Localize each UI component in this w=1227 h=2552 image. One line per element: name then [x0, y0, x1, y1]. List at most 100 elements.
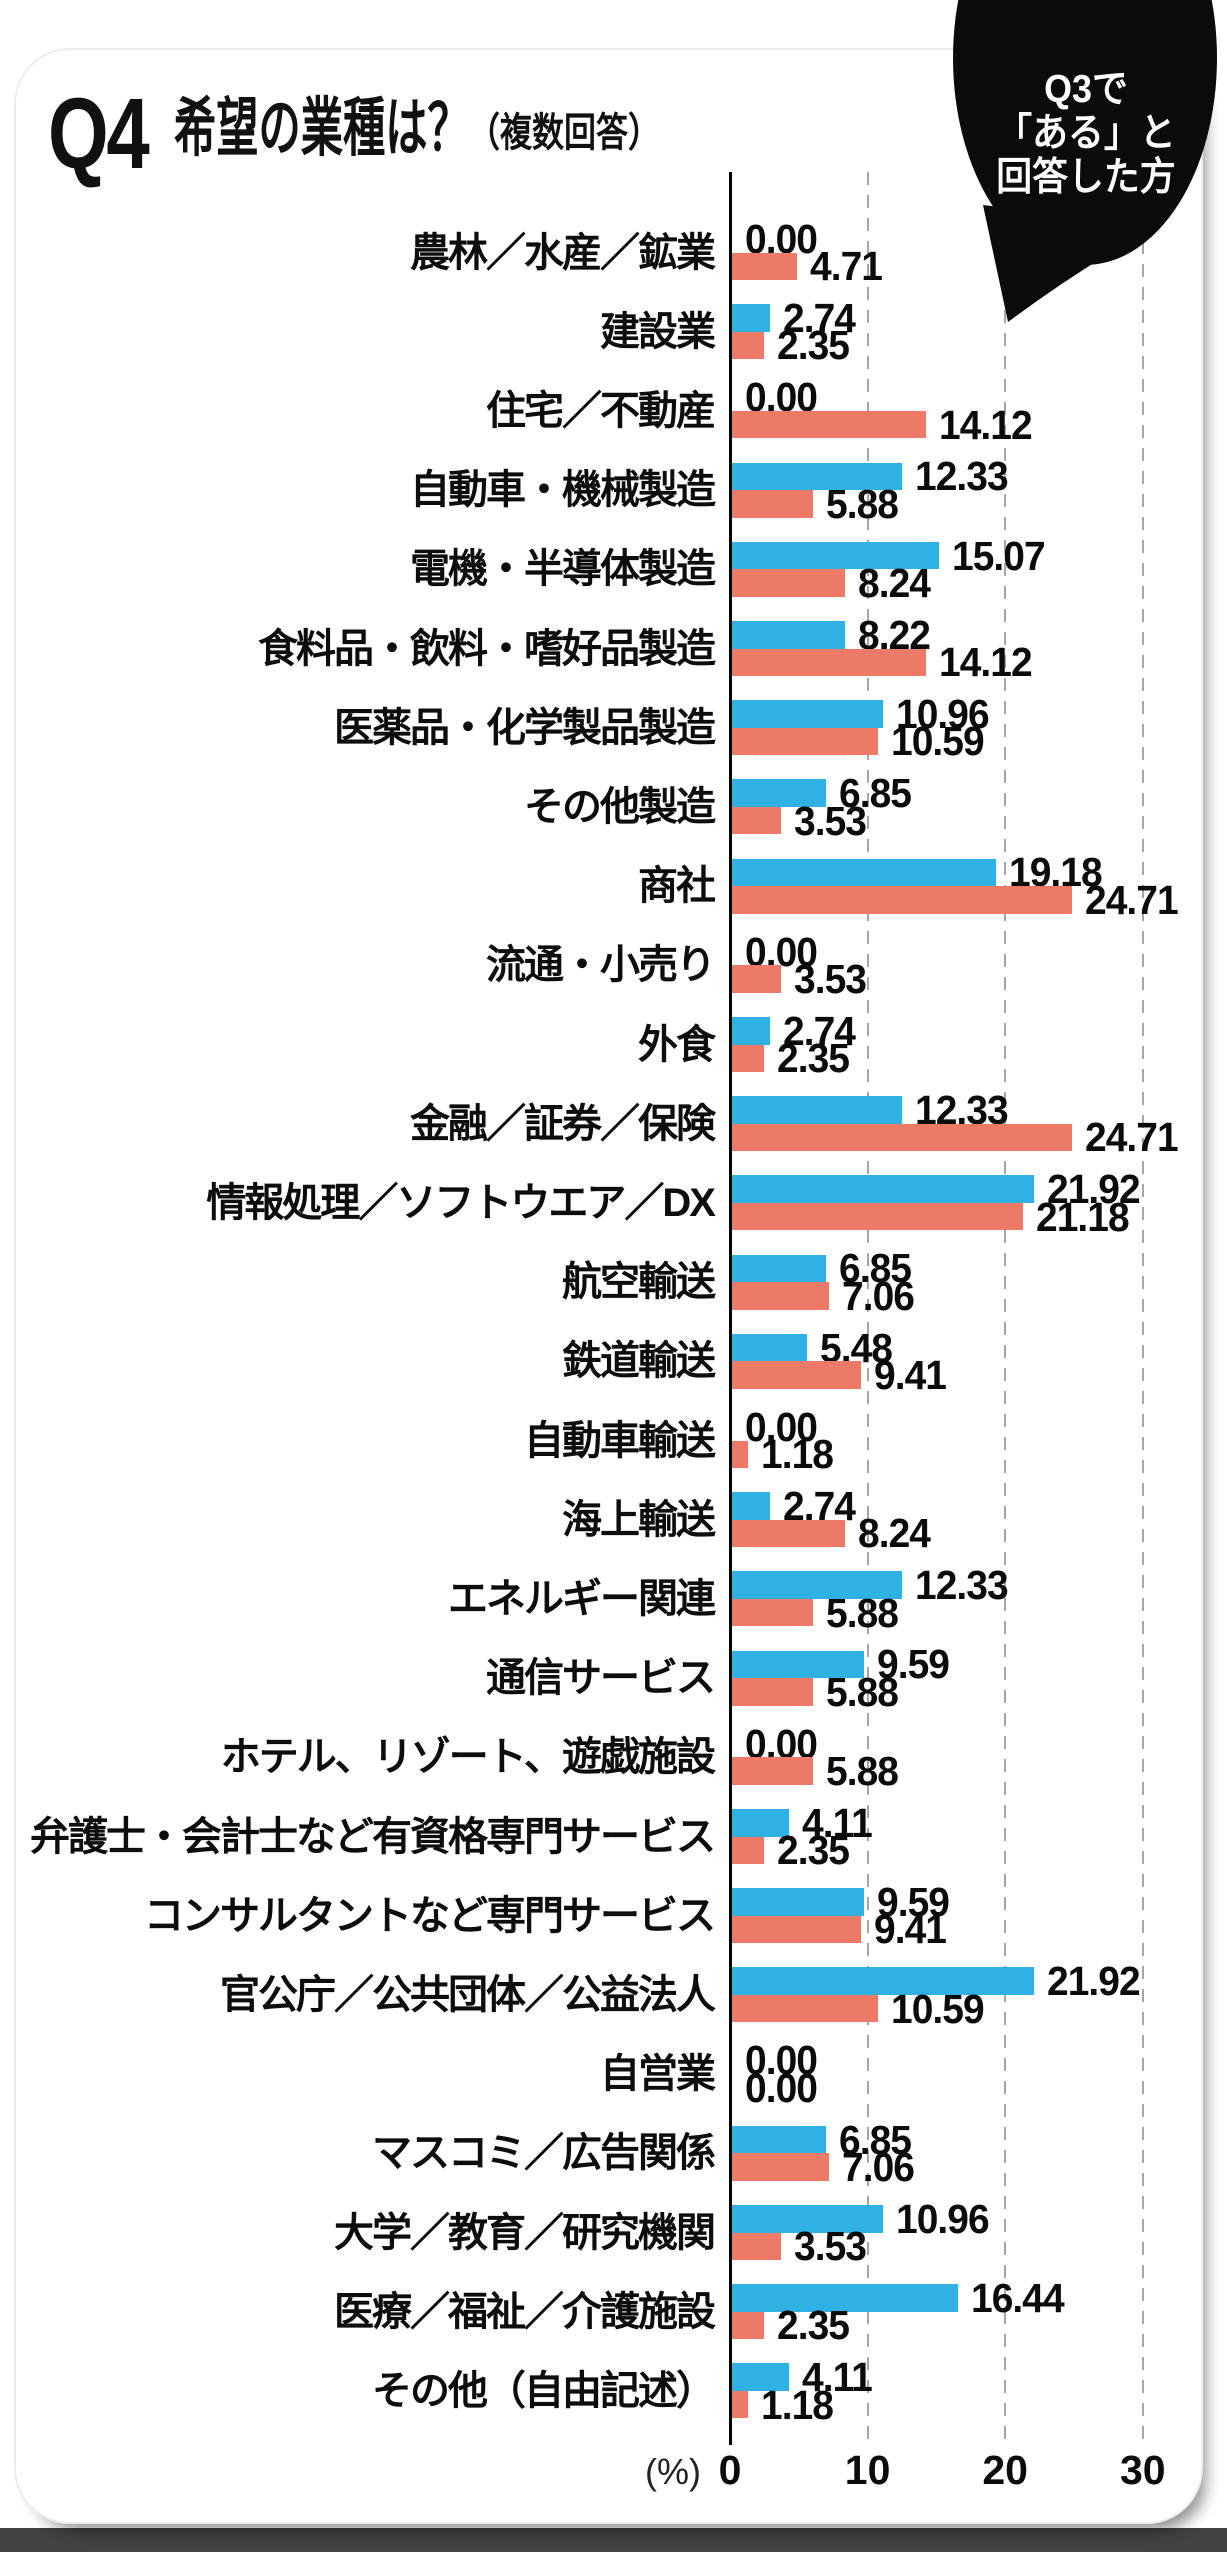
category-label: 情報処理／ソフトウエア／DX: [206, 1180, 716, 1225]
bar-blue: [732, 2205, 883, 2233]
category-label: 海上輸送: [562, 1497, 716, 1542]
bar-blue: [732, 2125, 827, 2154]
value-label: 7.06: [842, 1272, 915, 1319]
callout-text-line: Q3で: [1044, 68, 1128, 111]
bar-red: [732, 1440, 749, 1468]
bar-red: [732, 410, 927, 439]
category-label: コンサルタントなど専門サービス: [144, 1893, 716, 1938]
bar-blue: [732, 1175, 1034, 1203]
question-number: Q4: [48, 78, 150, 190]
bar-blue: [732, 1967, 1034, 1995]
category-label: 外食: [638, 1022, 716, 1067]
title-note: （複数回答）: [468, 111, 660, 155]
value-label: 10.59: [890, 718, 985, 765]
bar-blue: [732, 1254, 827, 1283]
category-label: 官公庁／公共団体／公益法人: [220, 1972, 716, 2017]
bar-red: [732, 886, 1072, 914]
category-label: 自動車輸送: [524, 1418, 716, 1463]
value-label: 24.71: [1085, 1114, 1179, 1161]
value-label: 2.35: [777, 1035, 850, 1082]
value-label: 14.12: [939, 401, 1033, 448]
bar-red: [732, 1519, 846, 1548]
value-label: 12.33: [914, 1562, 1009, 1609]
bar-red: [732, 806, 781, 835]
bar-red: [732, 1915, 862, 1944]
bar-red: [732, 1836, 765, 1864]
category-label: 自営業: [600, 2052, 716, 2097]
category-label: エネルギー関連: [448, 1576, 716, 1621]
bar-red: [732, 1994, 878, 2023]
value-label: 12.33: [914, 453, 1009, 500]
bar-red: [732, 1598, 813, 1627]
category-label: 建設業: [600, 309, 716, 354]
value-label: 5.88: [825, 1748, 899, 1795]
bar-red: [732, 727, 878, 756]
value-label: 3.53: [793, 797, 867, 844]
bar-blue: [732, 1096, 902, 1124]
bar-blue: [732, 779, 827, 807]
bar-red: [732, 1678, 813, 1706]
value-label: 2.35: [777, 2302, 850, 2349]
value-label: 1.18: [761, 1431, 834, 1478]
category-label: 金融／証券／保険: [410, 1101, 716, 1146]
bar-blue: [732, 462, 902, 491]
value-label: 4.71: [809, 243, 883, 290]
value-label: 0.00: [745, 2037, 818, 2084]
bar-blue: [732, 1888, 864, 1916]
value-label: 8.24: [858, 560, 931, 607]
category-label: 自動車・機械製造: [410, 468, 716, 513]
x-tick-label: 0: [718, 2447, 742, 2493]
value-label: 9.59: [876, 1878, 950, 1925]
value-label: 10.96: [895, 690, 990, 737]
bar-blue: [732, 700, 883, 728]
category-label: 医療／福祉／介護施設: [334, 2289, 716, 2334]
value-label: 24.71: [1085, 876, 1179, 923]
bar-blue: [732, 2284, 959, 2312]
category-label: 電機・半導体製造: [410, 547, 716, 592]
callout-bubble-body: [953, 0, 1217, 265]
category-label: 大学／教育／研究機関: [334, 2210, 716, 2255]
bar-red: [732, 648, 927, 676]
category-label: 商社: [638, 864, 716, 909]
value-label: 9.41: [874, 1906, 947, 1953]
callout-text-line: 回答した方: [996, 156, 1176, 199]
bar-blue: [732, 1017, 770, 1045]
gridline-20: [1004, 172, 1007, 2445]
bar-red: [732, 2311, 765, 2340]
bar-blue: [732, 858, 996, 887]
category-label: 通信サービス: [486, 1656, 716, 1701]
bar-red: [732, 2153, 830, 2181]
x-axis-unit-label: (%): [645, 2451, 701, 2492]
bar-red: [732, 252, 797, 280]
category-label: 鉄道輸送: [562, 1339, 716, 1384]
category-label: 住宅／不動産: [486, 388, 716, 433]
value-label: 0.00: [745, 2064, 818, 2111]
value-label: 5.88: [825, 480, 899, 527]
value-label: 21.92: [1046, 1166, 1141, 1213]
bar-red: [732, 2390, 749, 2419]
category-label: その他製造: [524, 784, 716, 829]
value-label: 3.53: [793, 2223, 867, 2270]
value-label: 2.35: [777, 322, 850, 369]
page-bottom-band: [0, 2528, 1227, 2552]
value-label: 2.35: [777, 1827, 850, 1874]
category-label: 食料品・飲料・嗜好品製造: [258, 626, 716, 671]
bar-red: [732, 490, 813, 518]
value-label: 15.07: [952, 532, 1046, 579]
category-label: 弁護士・会計士など有資格専門サービス: [30, 1814, 716, 1859]
bar-red: [732, 2232, 781, 2260]
bar-blue: [732, 1571, 902, 1599]
value-label: 9.59: [876, 1641, 950, 1688]
value-label: 5.88: [825, 1589, 899, 1636]
value-label: 3.53: [793, 956, 867, 1003]
value-label: 5.88: [825, 1668, 899, 1715]
bar-red: [732, 1123, 1072, 1152]
bar-blue: [732, 1333, 808, 1362]
value-label: 14.12: [939, 639, 1033, 686]
category-label: その他（自由記述）: [372, 2368, 716, 2413]
callout-bubble-tail: [983, 205, 1155, 322]
bar-blue: [732, 2363, 789, 2391]
bar-red: [732, 569, 846, 597]
category-label: 航空輸送: [562, 1260, 716, 1305]
